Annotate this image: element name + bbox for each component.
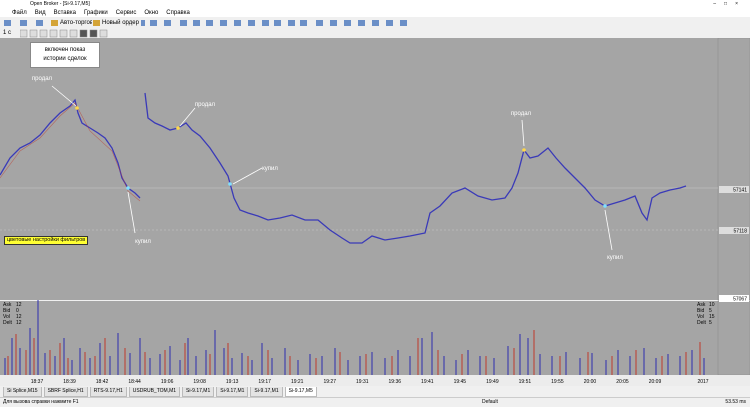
volume-stat-value: 15 xyxy=(709,314,715,320)
time-label: 20:09 xyxy=(649,379,662,385)
title-bar: Open Broker - [Si-9.17,M5] –□× xyxy=(0,0,750,9)
chart-area: продал продал продал купил купил купил 57141 57… xyxy=(0,38,750,386)
status-help: Для вызова справки нажмите F1 xyxy=(3,399,79,405)
price-label-box xyxy=(719,295,749,302)
price-label-box xyxy=(719,186,749,193)
menu-item[interactable]: Файл xyxy=(12,10,27,16)
time-label: 19:17 xyxy=(258,379,271,385)
volume-stat-label: Vol xyxy=(697,314,704,320)
toolbar-button[interactable]: Новый ордер xyxy=(92,19,141,27)
volume-bars xyxy=(4,300,705,375)
toolbar-button[interactable]: Авто-торговля xyxy=(50,19,102,27)
volume-panel xyxy=(0,301,718,375)
status-profile: Default xyxy=(482,399,498,405)
annotation-arrows xyxy=(51,85,613,251)
status-bar: Для вызова справки нажмите F1 Default 53… xyxy=(0,397,750,407)
annotation: продал xyxy=(195,102,216,108)
menu-item[interactable]: Вид xyxy=(34,10,46,16)
annotation: купил xyxy=(607,255,623,261)
volume-stat-label: Ask xyxy=(3,302,12,308)
time-label: 19:27 xyxy=(323,379,336,385)
time-label: 19:13 xyxy=(226,379,239,385)
chart-tab[interactable]: Si-9.17,M1 xyxy=(182,387,215,397)
timeframe[interactable]: 1 с xyxy=(3,30,12,36)
annotation: продал xyxy=(32,76,53,82)
price-line-bid xyxy=(0,102,141,202)
price-line xyxy=(144,92,687,244)
menu-item[interactable]: Сервис xyxy=(115,10,137,16)
chart-tab[interactable]: RTS-9.17,H1 xyxy=(89,387,127,397)
price-axis xyxy=(717,38,750,301)
time-label: 19:45 xyxy=(454,379,467,385)
time-label: 19:41 xyxy=(421,379,434,385)
trade-markers xyxy=(75,106,607,208)
time-label: 18:39 xyxy=(63,379,76,385)
time-label: 19:51 xyxy=(519,379,532,385)
toolbar-icons xyxy=(4,20,407,26)
callout: включен показ истории сделок xyxy=(30,42,100,68)
menu-item[interactable]: Справка xyxy=(166,10,190,16)
volume-stat-value: 12 xyxy=(16,314,22,320)
volume-stat-label: Bid xyxy=(3,308,10,314)
status-ping: 53.53 ms xyxy=(725,399,746,405)
chart-canvas: продал продал продал купил купил купил 57141 57… xyxy=(0,38,750,386)
chart-tab[interactable]: Si-9.17,M1 xyxy=(216,387,249,397)
time-label: 18:37 xyxy=(31,379,44,385)
volume-stat-label: Bid xyxy=(697,308,704,314)
volume-stat-value: 10 xyxy=(709,302,715,308)
time-label: 18:44 xyxy=(128,379,141,385)
filter-label[interactable]: цветовые настройки фильтров xyxy=(4,236,89,245)
window-title: Open Broker - [Si-9.17,M5] xyxy=(30,1,90,7)
volume-stat-value: 5 xyxy=(709,308,712,314)
time-label: 19:08 xyxy=(193,379,206,385)
price-label: 57118 xyxy=(733,229,747,235)
chart-toolbar: 1 с xyxy=(0,29,750,38)
volume-stat-label: Delt xyxy=(697,320,707,326)
volume-stat-label: Ask xyxy=(697,302,706,308)
volume-stat-value: 5 xyxy=(709,320,712,326)
time-label: 19:55 xyxy=(551,379,564,385)
time-label: 19:21 xyxy=(291,379,304,385)
chart-tab[interactable]: SBRF Splice,H1 xyxy=(43,387,88,397)
annotation: купил xyxy=(262,166,278,172)
time-label: 19:06 xyxy=(161,379,174,385)
volume-stat-label: Delt xyxy=(3,320,13,326)
price-label: 57141 xyxy=(733,188,747,194)
time-label: 19:49 xyxy=(486,379,499,385)
time-label: 19:31 xyxy=(356,379,369,385)
year-label: 2017 xyxy=(697,379,708,385)
volume-stat-value: 12 xyxy=(16,302,22,308)
chart-tab[interactable]: Si-9.17,M5 xyxy=(284,387,317,397)
volume-stat-label: Vol xyxy=(3,314,10,320)
menu-bar: Файл Вид Вставка Графики Сервис Окно Справка xyxy=(0,9,750,17)
price-label: 57067 xyxy=(733,297,747,303)
time-axis xyxy=(0,375,750,386)
price-label-box xyxy=(719,227,749,234)
chart-tab[interactable]: Si Splice,M15 xyxy=(3,387,42,397)
chart-tabs: Si Splice,M15 SBRF Splice,H1 RTS-9.17,H1 US… xyxy=(0,387,750,397)
price-line xyxy=(0,98,141,199)
volume-bars-sell xyxy=(7,330,701,375)
chart-tool-icons xyxy=(20,29,108,38)
menu-item[interactable]: Графики xyxy=(83,10,108,16)
menu-item[interactable]: Вставка xyxy=(53,10,76,16)
annotation: купил xyxy=(135,239,151,245)
menu-item[interactable]: Окно xyxy=(144,10,159,16)
chart-tab[interactable]: USDRUB_TOM,M1 xyxy=(128,387,181,397)
volume-stat-value: 0 xyxy=(16,308,19,314)
time-label: 20:05 xyxy=(616,379,629,385)
time-label: 20:00 xyxy=(584,379,597,385)
chart-tab[interactable]: Si-9.17,M1 xyxy=(250,387,283,397)
window-controls[interactable]: –□× xyxy=(713,1,746,7)
time-label: 19:36 xyxy=(389,379,402,385)
volume-stat-value: 12 xyxy=(16,320,22,326)
volume-axis xyxy=(717,300,750,376)
time-label: 18:42 xyxy=(96,379,109,385)
annotation: продал xyxy=(511,111,532,117)
